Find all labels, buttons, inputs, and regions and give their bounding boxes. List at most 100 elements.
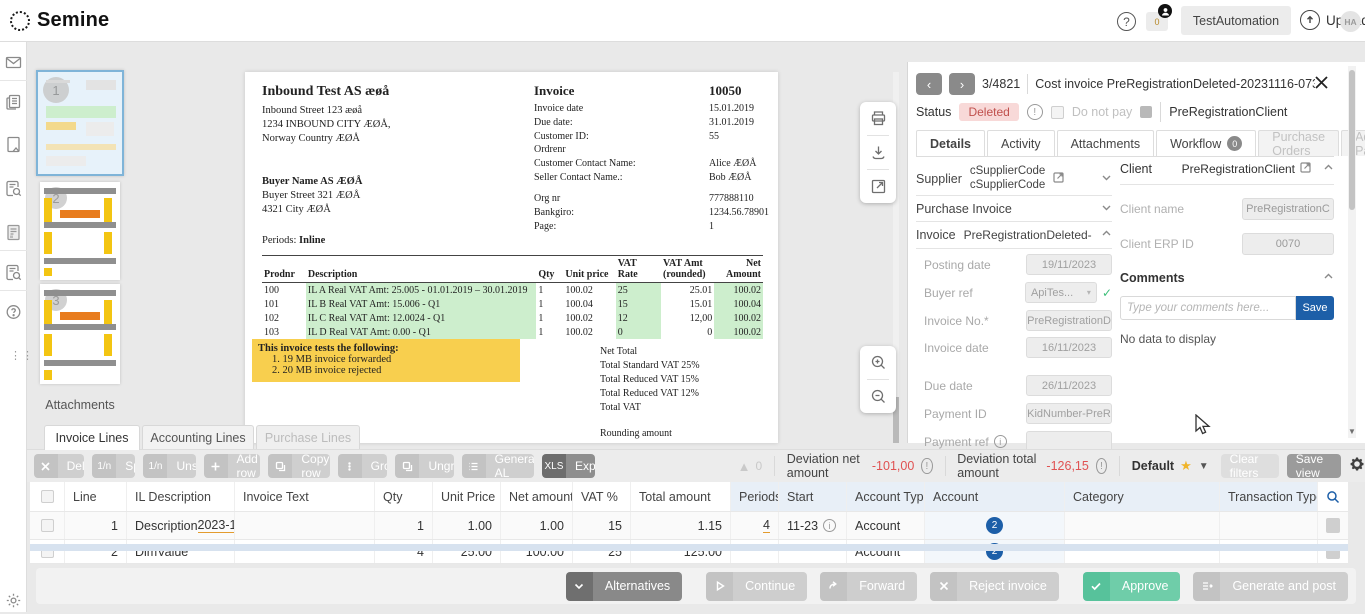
view-selector[interactable]: Default	[1131, 459, 1175, 473]
client-tag: PreRegistrationClient	[1169, 105, 1288, 119]
invoice-no-input[interactable]: PreRegistrationD	[1026, 310, 1112, 331]
col-category[interactable]: Category	[1065, 482, 1220, 511]
chevron-down-icon[interactable]: ▼	[1198, 460, 1209, 472]
settings-gear-icon[interactable]	[5, 592, 22, 609]
doc-meta-label: Ordrenr	[534, 144, 566, 156]
help-icon[interactable]: ?	[1117, 12, 1136, 31]
chevron-up-icon[interactable]	[1323, 271, 1334, 285]
open-in-new-icon[interactable]	[860, 170, 896, 203]
info-icon: i	[993, 435, 1007, 448]
col-invoice-text[interactable]: Invoice Text	[235, 482, 375, 511]
zoom-in-icon[interactable]	[860, 346, 896, 379]
col-account-type[interactable]: Account Type	[847, 482, 925, 511]
col-line[interactable]: Line	[65, 482, 127, 511]
invoice-section[interactable]: Invoice PreRegistrationDeleted-2...	[916, 222, 1112, 249]
reject-invoice-button: Reject invoice	[930, 571, 1059, 601]
comments-section[interactable]: Comments	[1120, 271, 1334, 285]
col-net-amount[interactable]: Net amount	[501, 482, 573, 511]
print-icon[interactable]	[860, 102, 896, 135]
buyer-ref-field: Buyer ref ApiTes... ▾ ✓	[924, 282, 1112, 303]
zoom-out-icon[interactable]	[860, 380, 896, 413]
archive-search-icon[interactable]	[5, 264, 22, 281]
document-tag-icon[interactable]	[5, 136, 22, 153]
payment-id-input[interactable]: KidNumber-PreR	[1026, 403, 1112, 424]
page-thumbnail-3[interactable]: 3	[40, 284, 120, 384]
download-icon[interactable]	[860, 136, 896, 169]
supplier-section[interactable]: Supplier cSupplierCode cSupplierCode	[916, 162, 1112, 196]
tab-attachments[interactable]: Attachments	[1056, 130, 1155, 156]
purchase-invoice-section[interactable]: Purchase Invoice	[916, 196, 1112, 222]
doc-org-value: 1	[709, 220, 714, 232]
table-row[interactable]: 1 Description 2023-11-01-2024-02 1 1.00 …	[30, 512, 1348, 540]
drag-handle-icon[interactable]: ⋮⋮	[10, 350, 34, 362]
do-not-pay-checkbox[interactable]	[1050, 105, 1064, 119]
detail-scrollbar[interactable]: ▼	[1348, 66, 1356, 438]
prev-invoice-button[interactable]: ‹	[916, 73, 942, 95]
client-section[interactable]: Client PreRegistrationClient	[1120, 162, 1334, 185]
export-button[interactable]: XLS Export	[541, 454, 595, 478]
invoice-detail-panel: ‹ › 3/4821 Cost invoice PreRegistrationD…	[907, 62, 1365, 452]
periods-link[interactable]: 4	[763, 518, 770, 533]
col-transaction-type[interactable]: Transaction Type	[1220, 482, 1318, 511]
client-erp-input[interactable]: 0070	[1242, 233, 1334, 255]
chevron-down-icon[interactable]	[1101, 172, 1112, 186]
document-lines-icon[interactable]	[5, 224, 22, 241]
tab-invoice-lines[interactable]: Invoice Lines	[44, 425, 140, 450]
tab-accounting-lines[interactable]: Accounting Lines	[142, 425, 254, 449]
col-unit-price[interactable]: Unit Price	[433, 482, 501, 511]
mail-icon[interactable]	[5, 54, 22, 71]
page-thumbnail-1[interactable]: 1	[36, 70, 124, 176]
doc-org-value: 777888110	[709, 193, 754, 204]
chevron-up-icon[interactable]	[1323, 162, 1334, 176]
col-periods[interactable]: Periods	[731, 482, 779, 511]
account-count-badge[interactable]: 2	[986, 517, 1003, 534]
client-name-input[interactable]: PreRegistrationC	[1242, 198, 1334, 220]
open-supplier-icon[interactable]	[1053, 171, 1064, 186]
col-il-description[interactable]: IL Description	[127, 482, 235, 511]
approve-button[interactable]: Approve	[1082, 571, 1181, 601]
col-start[interactable]: Start	[779, 482, 847, 511]
chevron-up-icon[interactable]	[1101, 228, 1112, 242]
row-comment-icon[interactable]	[1326, 518, 1340, 533]
tab-details[interactable]: Details	[916, 130, 985, 156]
doc-totals: Net Total Total Standard VAT 25% Total R…	[600, 346, 700, 443]
tab-activity[interactable]: Activity	[987, 130, 1055, 156]
table-settings-icon[interactable]	[1349, 456, 1365, 477]
attachments-label[interactable]: Attachments	[45, 398, 115, 412]
avatar[interactable]: HA	[1340, 11, 1361, 32]
user-notification-icon[interactable]	[1158, 4, 1172, 18]
save-view-button[interactable]: Save view	[1286, 452, 1341, 480]
select-all-checkbox[interactable]	[40, 490, 54, 503]
table-search-icon[interactable]	[1318, 482, 1348, 511]
close-icon[interactable]	[1313, 74, 1331, 92]
document-search-icon[interactable]	[5, 180, 22, 197]
comment-input[interactable]: Type your comments here...	[1120, 296, 1296, 320]
col-vat[interactable]: VAT %	[573, 482, 631, 511]
tab-workflow[interactable]: Workflow 0	[1156, 130, 1257, 156]
page-thumbnail-2[interactable]: 2	[40, 182, 120, 280]
invoice-date-input[interactable]: 16/11/2023	[1026, 337, 1112, 358]
star-icon[interactable]: ★	[1180, 458, 1192, 473]
document-scrollbar[interactable]	[893, 72, 899, 443]
buyer-ref-input[interactable]: ApiTes... ▾	[1024, 282, 1097, 303]
chevron-down-icon[interactable]	[1101, 202, 1112, 216]
save-comment-button[interactable]: Save	[1296, 296, 1334, 320]
tenant-button[interactable]: TestAutomation	[1181, 6, 1291, 35]
continue-button: Continue	[706, 571, 808, 601]
open-client-icon[interactable]	[1300, 162, 1311, 176]
invoices-stack-icon[interactable]	[5, 94, 22, 111]
doc-meta-value: 55	[709, 130, 719, 142]
doc-meta-label: Customer ID:	[534, 130, 589, 142]
description-date-link[interactable]: 2023-11-01-2024-02	[197, 518, 234, 533]
help-bubble-icon[interactable]	[5, 304, 22, 321]
col-total-amount[interactable]: Total amount	[631, 482, 731, 511]
posting-date-input[interactable]: 19/11/2023	[1026, 254, 1112, 275]
due-date-input[interactable]: 26/11/2023	[1026, 375, 1112, 396]
col-qty[interactable]: Qty	[375, 482, 433, 511]
split-icon: 1/n	[92, 454, 117, 478]
col-account[interactable]: Account	[925, 482, 1065, 511]
next-invoice-button[interactable]: ›	[949, 73, 975, 95]
doc-test-note: This invoice tests the following: 1. 19 …	[252, 339, 520, 382]
alternatives-button[interactable]: Alternatives	[565, 571, 683, 601]
row-checkbox[interactable]	[40, 519, 54, 532]
